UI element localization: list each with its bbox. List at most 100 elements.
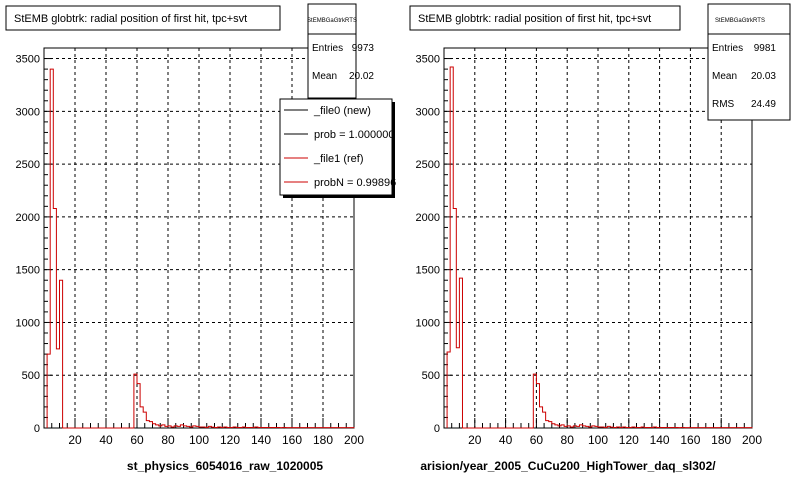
histogram-bin xyxy=(583,426,586,428)
histogram-bin xyxy=(576,426,579,428)
legend-label-ref: _file1 (ref) xyxy=(313,153,364,165)
histogram-bin xyxy=(533,374,536,428)
histogram-bin xyxy=(589,427,592,428)
histogram-bin xyxy=(629,427,632,428)
histogram-bin xyxy=(536,384,539,428)
histogram-bin xyxy=(143,412,146,428)
histogram-bin xyxy=(453,208,456,428)
histogram-bin xyxy=(47,354,50,428)
histogram-bin xyxy=(199,427,202,428)
histogram-bin xyxy=(456,348,459,428)
legend-label-new: _file0 (new) xyxy=(313,105,371,117)
legend-label-prob: prob = 1.000000 xyxy=(314,129,394,141)
histogram-bin xyxy=(193,426,196,428)
histogram-bin xyxy=(647,427,650,428)
histogram-bin xyxy=(165,426,168,428)
y-tick-label: 500 xyxy=(422,370,440,382)
histogram-bin xyxy=(156,425,159,428)
y-tick-label: 1500 xyxy=(416,265,440,277)
histogram-bin xyxy=(162,425,165,428)
x-tick-label: 200 xyxy=(344,433,364,447)
histogram-bin xyxy=(227,427,230,428)
histogram-bin xyxy=(666,427,669,428)
histogram-bin xyxy=(632,427,635,428)
y-tick-label: 3500 xyxy=(16,54,40,66)
histogram-bin xyxy=(190,427,193,428)
histogram-bin xyxy=(53,208,56,428)
x-tick-label: 160 xyxy=(282,433,302,447)
histogram-bin xyxy=(159,426,162,428)
histogram-bin xyxy=(283,427,286,428)
histogram-bin xyxy=(620,427,623,428)
histogram-bin xyxy=(598,427,601,428)
right-title: StEMB globtrk: radial position of first … xyxy=(418,13,651,25)
left-stats-entries-value: 9973 xyxy=(352,43,375,54)
histogram-bin xyxy=(447,352,450,428)
x-tick-label: 140 xyxy=(650,433,670,447)
histogram-bin xyxy=(153,424,156,428)
histogram-bin xyxy=(168,426,171,428)
left-y-axis: 0 500 1000 1500 2000 2500 3000 3500 xyxy=(16,54,52,435)
histogram-bin xyxy=(215,427,218,428)
right-panel: 0 500 1000 1500 2000 2500 3000 3500 20 40 60 80 100… xyxy=(409,3,791,473)
y-tick-label: 1000 xyxy=(16,317,40,329)
left-legend: _file0 (new) prob = 1.000000 _file1 (ref… xyxy=(279,98,396,198)
histogram-bin xyxy=(277,427,280,428)
histogram-bin xyxy=(196,426,199,428)
histogram-bin xyxy=(539,407,542,428)
histogram-bin xyxy=(660,427,663,428)
histogram-bin xyxy=(663,427,666,428)
histogram-bin xyxy=(252,427,255,428)
right-y-axis: 0 500 1000 1500 2000 2500 3000 3500 xyxy=(416,54,452,435)
histogram-bin xyxy=(221,427,224,428)
right-stats-mean-value: 20.03 xyxy=(751,71,776,82)
right-histogram-ref xyxy=(446,66,753,429)
histogram-bin xyxy=(616,427,619,428)
histogram-outline xyxy=(446,66,753,429)
histogram-bin xyxy=(580,425,583,428)
x-tick-label: 20 xyxy=(468,433,482,447)
right-stats-box xyxy=(707,3,791,121)
x-tick-label: 140 xyxy=(251,433,271,447)
histogram-bin xyxy=(261,427,264,428)
histogram-bin xyxy=(561,425,564,428)
y-tick-label: 3000 xyxy=(16,106,40,118)
histogram-bin xyxy=(239,427,242,428)
histogram-bin xyxy=(50,69,53,428)
histogram-bin xyxy=(459,278,462,428)
y-tick-label: 2000 xyxy=(416,212,440,224)
histogram-bin xyxy=(236,427,239,428)
histogram-bin xyxy=(202,427,205,428)
right-stats-entries-label: Entries xyxy=(712,43,743,54)
y-tick-label: 0 xyxy=(34,423,40,435)
histogram-bin xyxy=(184,426,187,428)
y-tick-label: 1500 xyxy=(16,265,40,277)
histogram-bin xyxy=(543,412,546,428)
histogram-bin xyxy=(641,427,644,428)
histogram-bin xyxy=(137,384,140,428)
histogram-bin xyxy=(60,280,63,428)
x-tick-label: 80 xyxy=(161,433,175,447)
right-title-box xyxy=(409,5,681,31)
histogram-bin xyxy=(672,427,675,428)
right-stats-name: StEMBGaGtrkRTS xyxy=(715,18,765,24)
histogram-bin xyxy=(555,425,558,428)
x-tick-label: 40 xyxy=(99,433,113,447)
legend-label-probn: probN = 0.99896 xyxy=(314,177,396,189)
histogram-bin xyxy=(657,427,660,428)
histogram-bin xyxy=(205,427,208,428)
histogram-bin xyxy=(613,427,616,428)
left-footer: st_physics_6054016_raw_1020005 xyxy=(127,459,323,473)
y-tick-label: 2000 xyxy=(16,212,40,224)
histogram-bin xyxy=(681,427,684,428)
y-tick-label: 0 xyxy=(434,423,440,435)
histogram-bin xyxy=(134,374,137,428)
right-frame xyxy=(443,47,753,429)
histogram-bin xyxy=(273,427,276,428)
histogram-bin xyxy=(675,427,678,428)
histogram-bin xyxy=(258,427,261,428)
y-tick-label: 1000 xyxy=(416,317,440,329)
histogram-bin xyxy=(246,427,249,428)
histogram-bin xyxy=(558,426,561,428)
histogram-bin xyxy=(56,349,59,428)
